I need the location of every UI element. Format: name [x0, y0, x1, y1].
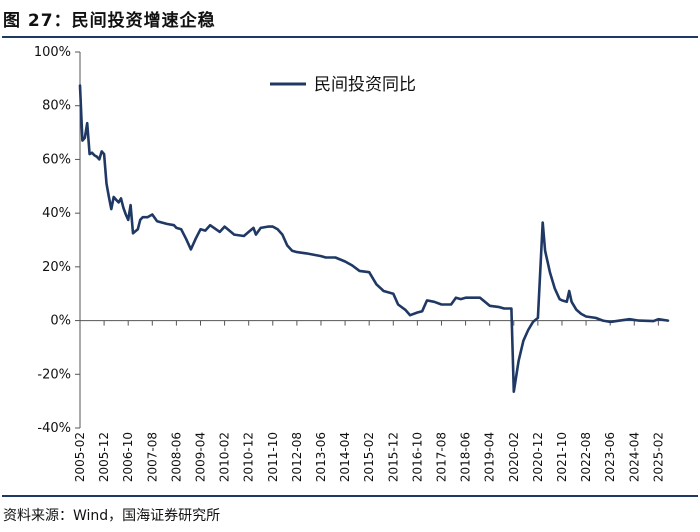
series-line [78, 84, 670, 393]
y-tick-label: 80% [42, 99, 71, 114]
figure-title: 图 27：民间投资增速企稳 [3, 11, 216, 31]
x-tick-label: 2010-02 [218, 432, 232, 482]
x-tick-label: 2019-04 [483, 432, 497, 482]
x-tick-label: 2013-06 [314, 432, 328, 482]
x-tick-label: 2015-12 [386, 432, 400, 482]
x-tick-label: 2024-04 [627, 432, 641, 482]
x-tick-label: 2022-08 [579, 432, 593, 482]
x-tick-label: 2020-12 [531, 432, 545, 482]
y-tick-label: 20% [42, 260, 71, 275]
x-tick-label: 2008-06 [169, 432, 183, 482]
x-tick-label: 2005-12 [97, 432, 111, 482]
x-tick-label: 2018-06 [459, 432, 473, 482]
x-tick-label: 2011-10 [266, 432, 280, 482]
y-tick-label: 60% [42, 152, 71, 167]
x-tick-label: 2009-04 [193, 432, 207, 482]
x-tick-label: 2007-08 [145, 432, 159, 482]
x-tick-label: 2017-08 [434, 432, 448, 482]
x-tick-label: 2006-10 [121, 432, 135, 482]
legend-label: 民间投资同比 [314, 75, 416, 95]
x-tick-label: 2025-02 [651, 432, 665, 482]
y-tick-label: -20% [37, 367, 71, 382]
x-tick-label: 2020-02 [507, 432, 521, 482]
x-tick-label: 2021-10 [555, 432, 569, 482]
line-chart: -40% -20% 0% 20% 40% 60% 80% 100% 2005-02 2005-12… [34, 45, 670, 482]
x-tick-label: 2023-06 [603, 432, 617, 482]
source-divider [2, 495, 698, 497]
title-divider [2, 36, 698, 38]
y-tick-label: -40% [37, 421, 71, 436]
x-tick-label: 2015-02 [362, 432, 376, 482]
x-tick-label: 2016-10 [410, 432, 424, 482]
source-note: 资料来源：Wind，国海证券研究所 [3, 508, 221, 524]
x-tick-label: 2012-08 [290, 432, 304, 482]
x-tick-label: 2014-04 [338, 432, 352, 482]
y-tick-label: 0% [50, 314, 71, 329]
y-tick-label: 100% [34, 45, 71, 60]
y-tick-label: 40% [42, 206, 71, 221]
x-tick-label: 2005-02 [73, 432, 87, 482]
x-tick-label: 2010-12 [242, 432, 256, 482]
